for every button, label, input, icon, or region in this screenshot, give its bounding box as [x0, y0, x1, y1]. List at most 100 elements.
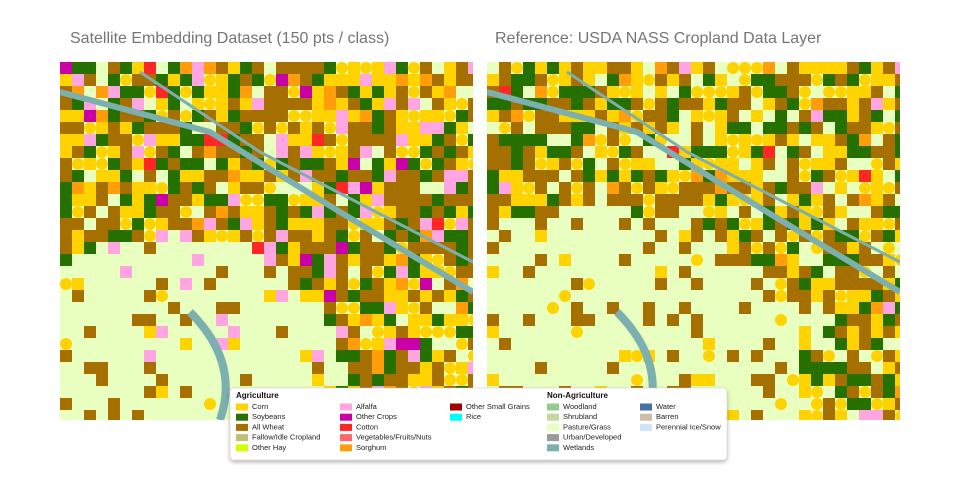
- map-patch: [511, 134, 523, 146]
- map-patch: [835, 158, 847, 170]
- map-patch: [60, 350, 72, 362]
- map-patch: [847, 110, 859, 122]
- map-patch: [595, 350, 607, 362]
- map-patch: [168, 266, 180, 278]
- map-patch: [607, 194, 619, 206]
- map-patch: [559, 146, 571, 158]
- map-patch: [228, 182, 240, 194]
- map-patch: [180, 254, 192, 266]
- map-patch: [264, 110, 276, 122]
- map-patch: [264, 326, 276, 338]
- map-patch: [883, 398, 895, 410]
- map-patch: [595, 146, 607, 158]
- map-patch: [667, 266, 679, 278]
- map-patch: [715, 278, 727, 290]
- map-patch: [859, 278, 871, 290]
- map-patch: [192, 158, 204, 170]
- map-patch: [96, 254, 108, 266]
- legend-swatch: [547, 423, 559, 431]
- map-patch: [276, 62, 288, 74]
- legend-swatch: [450, 403, 462, 411]
- map-patch: [787, 290, 799, 302]
- map-patch: [300, 362, 312, 374]
- map-patch: [84, 110, 96, 122]
- map-patch: [288, 278, 300, 290]
- map-patch: [360, 266, 372, 278]
- map-patch: [787, 170, 799, 182]
- map-patch: [348, 326, 360, 338]
- map-patch: [156, 182, 168, 194]
- map-patch: [372, 170, 384, 182]
- map-patch: [847, 98, 859, 110]
- map-patch: [547, 194, 559, 206]
- map-patch: [432, 170, 444, 182]
- map-patch: [228, 110, 240, 122]
- map-patch: [240, 158, 252, 170]
- map-patch: [499, 374, 511, 386]
- map-patch: [499, 350, 511, 362]
- map-patch: [763, 134, 775, 146]
- map-patch: [655, 62, 667, 74]
- map-patch: [847, 74, 859, 86]
- map-patch: [487, 122, 499, 134]
- map-patch: [739, 278, 751, 290]
- map-patch: [715, 338, 727, 350]
- map-patch: [691, 290, 703, 302]
- map-patch: [499, 290, 511, 302]
- map-patch: [252, 218, 264, 230]
- map-patch: [535, 182, 547, 194]
- map-patch: [96, 290, 108, 302]
- map-patch: [144, 122, 156, 134]
- map-patch: [727, 158, 739, 170]
- map-patch: [751, 86, 763, 98]
- map-patch: [895, 158, 900, 170]
- map-patch: [156, 338, 168, 350]
- map-patch: [655, 110, 667, 122]
- map-patch: [108, 242, 120, 254]
- map-patch: [84, 410, 96, 420]
- map-patch: [571, 86, 583, 98]
- map-patch: [84, 398, 96, 410]
- map-patch: [751, 110, 763, 122]
- map-patch: [571, 230, 583, 242]
- map-patch: [264, 86, 276, 98]
- map-patch: [607, 266, 619, 278]
- map-patch: [871, 230, 883, 242]
- map-patch: [883, 158, 895, 170]
- map-patch: [607, 230, 619, 242]
- map-patch: [360, 302, 372, 314]
- map-patch: [132, 398, 144, 410]
- legend-label: Vegetables/Fruits/Nuts: [356, 433, 432, 442]
- map-patch: [348, 110, 360, 122]
- map-patch: [336, 230, 348, 242]
- map-patch: [216, 206, 228, 218]
- map-patch: [715, 74, 727, 86]
- map-patch: [120, 218, 132, 230]
- map-patch: [679, 98, 691, 110]
- map-patch: [312, 278, 324, 290]
- map-patch: [559, 242, 571, 254]
- map-patch: [204, 290, 216, 302]
- map-patch: [511, 110, 523, 122]
- map-patch: [595, 326, 607, 338]
- map-patch: [883, 134, 895, 146]
- map-patch: [120, 134, 132, 146]
- map-patch: [60, 410, 72, 420]
- map-patch: [499, 242, 511, 254]
- map-patch: [144, 374, 156, 386]
- map-patch: [312, 242, 324, 254]
- map-patch: [216, 158, 228, 170]
- map-patch: [240, 242, 252, 254]
- map-patch: [468, 230, 473, 242]
- map-patch: [276, 86, 288, 98]
- map-patch: [252, 206, 264, 218]
- map-patch: [787, 122, 799, 134]
- map-patch: [312, 62, 324, 74]
- map-patch: [108, 170, 120, 182]
- map-patch: [859, 374, 871, 386]
- map-patch: [120, 266, 132, 278]
- map-patch: [751, 218, 763, 230]
- map-patch: [787, 254, 799, 266]
- map-patch: [420, 98, 432, 110]
- map-patch: [871, 362, 883, 374]
